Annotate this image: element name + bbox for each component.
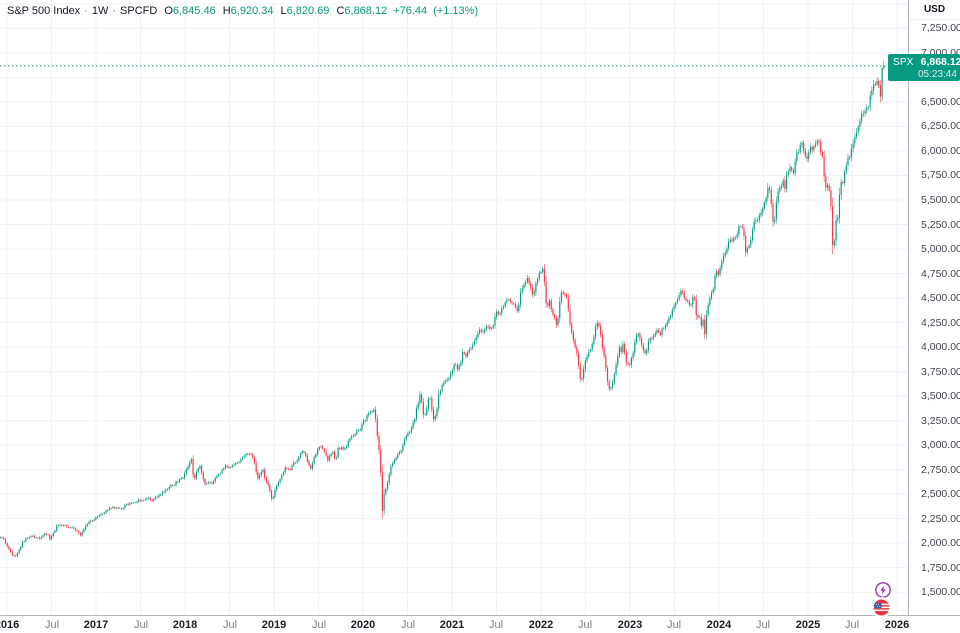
- time-axis-year-label: 2019: [261, 619, 287, 631]
- price-axis-label: 3,500.00: [921, 390, 960, 402]
- gridlines: [0, 0, 908, 615]
- price-axis-label: 5,250.00: [921, 219, 960, 231]
- us-flag-icon[interactable]: [873, 599, 890, 616]
- price-axis-label: 3,000.00: [921, 439, 960, 451]
- price-axis-label: 4,250.00: [921, 317, 960, 329]
- price-axis-label: 4,750.00: [921, 268, 960, 280]
- close-label: C: [336, 5, 345, 17]
- symbol-title[interactable]: S&P 500 Index: [7, 5, 81, 17]
- timeframe-label[interactable]: 1W: [91, 5, 109, 17]
- time-axis-year-label: 2017: [83, 619, 109, 631]
- lightning-realtime-icon[interactable]: [875, 582, 891, 598]
- price-axis-label: 5,750.00: [921, 169, 960, 181]
- time-axis-month-label: Jul: [222, 619, 238, 631]
- price-axis-label: 3,250.00: [921, 415, 960, 427]
- price-axis-label: 5,000.00: [921, 243, 960, 255]
- low-value: 6,820.69: [286, 5, 330, 17]
- price-axis-label: 2,000.00: [921, 537, 960, 549]
- time-axis-month-label: Jul: [44, 619, 60, 631]
- price-axis-label: 6,000.00: [921, 145, 960, 157]
- change-value: +76.44: [393, 5, 428, 17]
- open-value: 6,845.46: [172, 5, 216, 17]
- time-axis-year-label: 2020: [350, 619, 376, 631]
- price-axis-label: 3,750.00: [921, 366, 960, 378]
- legend-separator: ·: [84, 5, 88, 17]
- candles: [0, 60, 885, 558]
- time-axis-year-label: 2026: [884, 619, 910, 631]
- price-axis-label: 6,500.00: [921, 96, 960, 108]
- price-axis-label: 7,250.00: [921, 22, 960, 34]
- time-axis-month-label: Jul: [311, 619, 327, 631]
- time-axis-month-label: Jul: [755, 619, 771, 631]
- high-label: H: [222, 5, 231, 17]
- chart-canvas[interactable]: [0, 0, 908, 615]
- time-axis-year-label: 2018: [172, 619, 198, 631]
- time-axis-year-label: 2022: [528, 619, 554, 631]
- time-axis-year-label: 2016: [0, 619, 20, 631]
- time-axis[interactable]: 2016 Jul 2017 Jul 2018 Jul 2019 Jul 2020 Jul 2021 J…: [0, 615, 960, 633]
- candlestick-plot[interactable]: [0, 0, 908, 615]
- time-axis-month-label: Jul: [577, 619, 593, 631]
- legend-separator: ·: [112, 5, 117, 17]
- price-axis-label: 1,500.00: [921, 586, 960, 598]
- data-source-badges: [872, 582, 892, 619]
- exchange-label[interactable]: SPCFD: [120, 5, 158, 17]
- time-axis-year-label: 2021: [439, 619, 465, 631]
- price-axis-label: 2,750.00: [921, 464, 960, 476]
- high-value: 6,920.34: [230, 5, 274, 17]
- time-axis-year-label: 2023: [617, 619, 643, 631]
- badge-price: 6,868.12: [920, 56, 960, 68]
- time-axis-year-label: 2025: [795, 619, 821, 631]
- price-axis-label: 4,500.00: [921, 292, 960, 304]
- price-axis[interactable]: USD 7,250.00 7,000.00 6,500.00 6,250.00 6,00…: [908, 0, 960, 615]
- bar-close-countdown: 05:23:44: [918, 69, 957, 80]
- price-axis-label: 2,500.00: [921, 488, 960, 500]
- low-label: L: [280, 5, 287, 17]
- price-axis-label: 6,250.00: [921, 120, 960, 132]
- symbol-legend[interactable]: S&P 500 Index · 1W · SPCFD O6,845.46 H6,920.34…: [7, 4, 478, 18]
- time-axis-month-label: Jul: [133, 619, 149, 631]
- price-axis-label: 2,250.00: [921, 513, 960, 525]
- price-axis-label: 1,750.00: [921, 562, 960, 574]
- time-axis-month-label: Jul: [844, 619, 860, 631]
- time-axis-month-label: Jul: [488, 619, 504, 631]
- price-axis-label: 4,000.00: [921, 341, 960, 353]
- time-axis-month-label: Jul: [400, 619, 416, 631]
- change-percent: (+1.13%): [433, 5, 479, 17]
- open-label: O: [164, 5, 173, 17]
- price-axis-label: 5,500.00: [921, 194, 960, 206]
- time-axis-month-label: Jul: [666, 619, 682, 631]
- current-price-badge: SPX 6,868.12 05:23:44: [888, 54, 960, 81]
- time-axis-year-label: 2024: [706, 619, 732, 631]
- close-value: 6,868.12: [344, 5, 388, 17]
- currency-label[interactable]: USD: [909, 0, 960, 20]
- badge-symbol: SPX: [893, 56, 914, 68]
